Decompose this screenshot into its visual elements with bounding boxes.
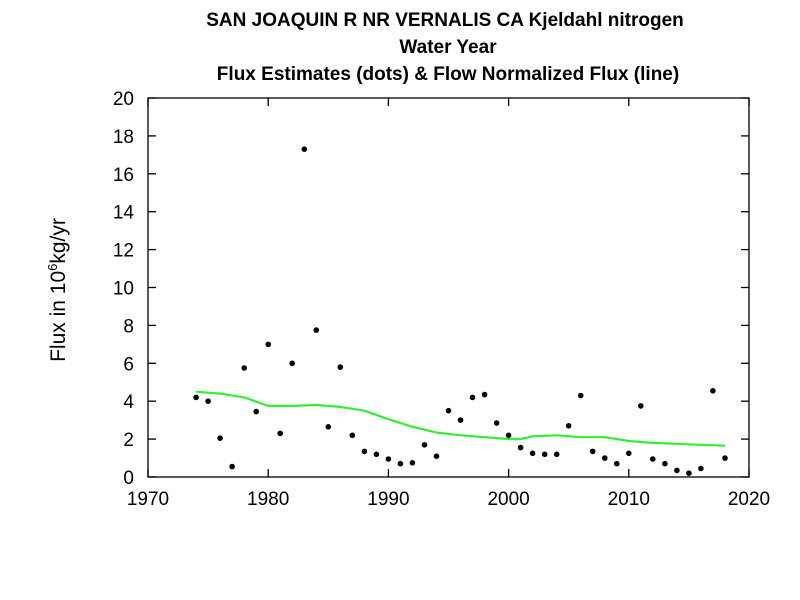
flux-estimate-point xyxy=(277,430,284,437)
flow-normalized-flux-path xyxy=(196,390,726,447)
flux-estimate-point xyxy=(409,460,416,466)
y-tick-label: 4 xyxy=(123,392,134,413)
flux-estimate-point xyxy=(385,456,392,462)
flux-estimate-point xyxy=(325,424,332,430)
flux-estimate-point xyxy=(541,451,548,458)
flux-estimate-point xyxy=(517,444,524,451)
flux-estimate-point xyxy=(205,398,211,405)
flux-estimate-point xyxy=(674,467,680,474)
title-line-2: Water Year xyxy=(399,37,497,58)
flux-estimate-point xyxy=(457,417,464,423)
flux-estimate-point xyxy=(445,407,452,414)
flux-estimate-point xyxy=(481,391,488,398)
plot-frame xyxy=(147,97,750,478)
y-tick-label: 8 xyxy=(123,316,134,337)
y-tick-label: 20 xyxy=(113,89,134,110)
x-tick-label: 2000 xyxy=(487,489,529,510)
y-tick-label: 0 xyxy=(123,468,134,489)
flux-estimate-point xyxy=(577,392,584,399)
flux-estimate-point xyxy=(253,408,259,415)
flux-estimate-point xyxy=(565,423,572,429)
flux-estimate-point xyxy=(710,388,716,394)
flux-estimate-point xyxy=(229,463,235,470)
flux-estimate-point xyxy=(265,341,272,348)
axes: 0 2 4 6 8 10 12 14 16 18 20 1970 1980 1990 2000 2010 202… xyxy=(113,89,770,510)
flux-estimate-point xyxy=(397,460,404,467)
flux-estimate-point xyxy=(614,460,620,467)
title-line-1: SAN JOAQUIN R NR VERNALIS CA Kjeldahl ni… xyxy=(206,10,684,31)
x-tick-label: 1990 xyxy=(367,489,409,510)
flux-estimate-point xyxy=(433,453,440,460)
flux-estimate-point xyxy=(602,455,608,461)
x-tick-label: 2010 xyxy=(608,489,650,510)
y-tick-label: 16 xyxy=(113,165,134,186)
x-tick-label: 1970 xyxy=(127,489,169,510)
y-tick-label: 6 xyxy=(123,354,134,375)
y-tick-label: 2 xyxy=(123,430,134,451)
flux-estimate-point xyxy=(638,403,644,409)
title-line-3: Flux Estimates (dots) & Flow Normalized … xyxy=(216,64,680,85)
flux-estimate-point xyxy=(529,450,536,457)
y-tick-label: 10 xyxy=(113,279,134,300)
flux-estimate-point xyxy=(686,470,692,477)
flux-estimate-point xyxy=(469,394,476,401)
flux-estimate-point xyxy=(373,451,380,458)
flux-estimate-point xyxy=(698,465,704,472)
flux-estimate-point xyxy=(626,450,632,457)
flux-estimate-point xyxy=(301,146,308,152)
flux-estimate-point xyxy=(421,442,428,448)
x-tick-label: 1980 xyxy=(247,489,289,510)
flux-estimate-point xyxy=(553,451,560,458)
flux-estimate-point xyxy=(349,432,356,439)
y-tick-label: 12 xyxy=(113,241,134,262)
flux-estimate-point xyxy=(241,365,247,371)
flux-estimate-point xyxy=(650,456,656,462)
flux-estimate-point xyxy=(337,364,344,370)
flux-estimate-point xyxy=(217,435,223,442)
flux-estimate-point xyxy=(505,432,512,439)
y-tick-label: 14 xyxy=(113,203,135,224)
flux-estimate-point xyxy=(289,360,296,367)
flux-estimate-point xyxy=(722,455,728,461)
flux-estimate-point xyxy=(493,420,500,426)
flux-estimate-point xyxy=(662,460,668,467)
flux-estimate-point xyxy=(361,448,368,455)
flux-estimate-points xyxy=(193,146,728,477)
flux-estimate-point xyxy=(589,448,596,455)
flow-normalized-flux-line xyxy=(196,390,726,447)
flux-estimate-point xyxy=(313,327,320,333)
flux-estimate-point xyxy=(193,394,199,401)
x-tick-label: 2020 xyxy=(728,489,770,510)
y-tick-label: 18 xyxy=(113,127,134,148)
